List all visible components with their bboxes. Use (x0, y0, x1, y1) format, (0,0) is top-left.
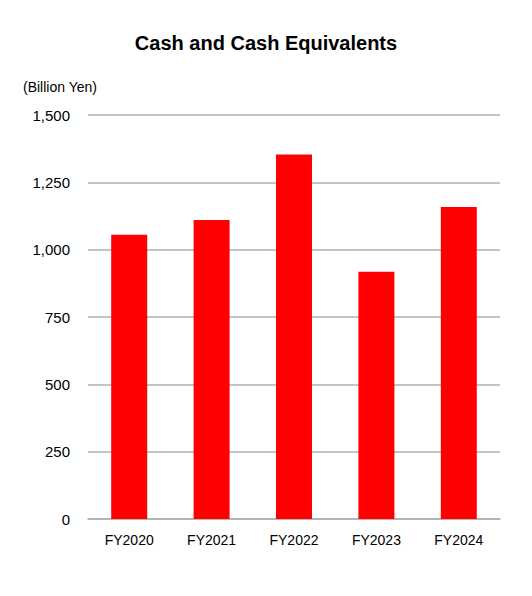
svg-text:500: 500 (45, 376, 70, 393)
svg-text:FY2022: FY2022 (269, 532, 318, 548)
svg-text:FY2024: FY2024 (434, 532, 483, 548)
svg-text:FY2023: FY2023 (352, 532, 401, 548)
svg-text:250: 250 (45, 443, 70, 460)
svg-text:FY2020: FY2020 (105, 532, 154, 548)
svg-text:1,000: 1,000 (32, 241, 70, 258)
svg-text:Cash and Cash Equivalents: Cash and Cash Equivalents (135, 32, 397, 54)
svg-text:750: 750 (45, 309, 70, 326)
svg-text:0: 0 (62, 511, 70, 528)
svg-text:1,500: 1,500 (32, 107, 70, 124)
svg-text:(Billion Yen): (Billion Yen) (23, 79, 97, 95)
svg-text:FY2021: FY2021 (187, 532, 236, 548)
svg-text:1,250: 1,250 (32, 174, 70, 191)
